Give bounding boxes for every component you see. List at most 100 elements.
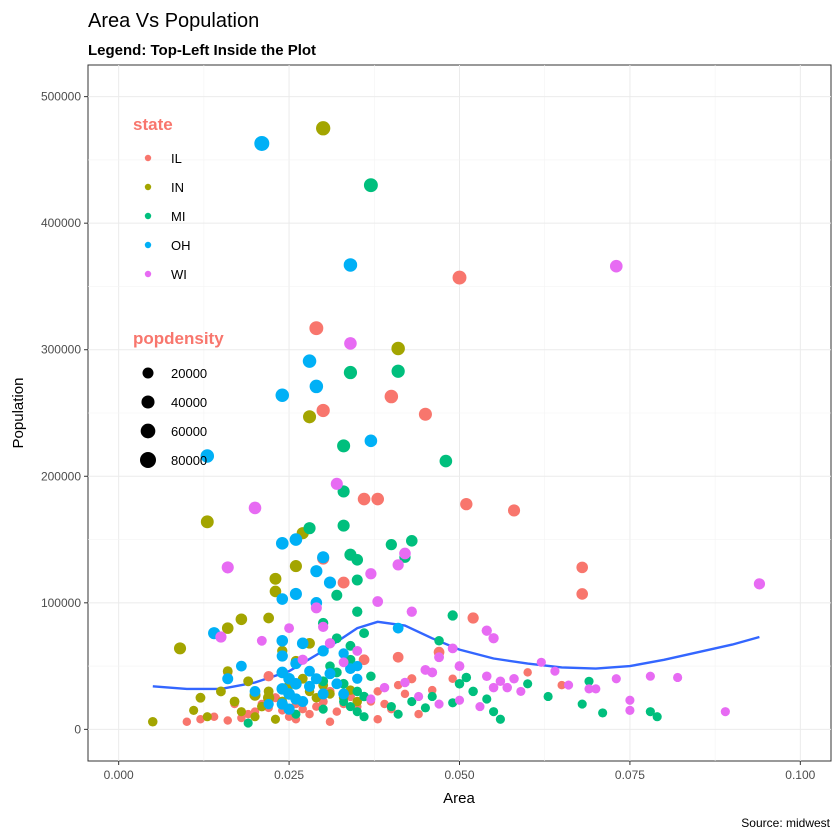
point-mi: [303, 522, 316, 535]
point-wi: [344, 337, 357, 350]
point-wi: [454, 695, 465, 705]
point-oh: [331, 678, 343, 690]
point-wi: [406, 606, 417, 617]
point-oh: [343, 258, 358, 272]
point-wi: [502, 682, 512, 693]
point-mi: [454, 679, 465, 689]
y-tick-label: 400000: [41, 216, 81, 230]
point-il: [373, 714, 382, 724]
point-wi: [215, 631, 227, 643]
point-il: [223, 716, 232, 725]
point-oh: [263, 698, 274, 710]
smooth-trend-line: [152, 620, 760, 691]
point-wi: [427, 667, 438, 678]
point-in: [236, 707, 246, 717]
point-wi: [536, 657, 546, 667]
point-mi: [243, 718, 253, 728]
point-wi: [625, 705, 635, 715]
legend-label-oh: OH: [171, 238, 191, 253]
x-tick-label: 0.075: [615, 768, 645, 782]
point-il: [316, 403, 330, 418]
point-wi: [753, 578, 766, 590]
point-mi: [489, 707, 499, 717]
y-tick-label: 100000: [41, 596, 81, 610]
point-il: [209, 712, 219, 721]
point-mi: [427, 691, 437, 702]
point-oh: [338, 648, 349, 659]
point-wi: [625, 695, 635, 705]
point-wi: [591, 684, 601, 694]
grid-lines: [88, 65, 831, 761]
point-mi: [359, 712, 369, 722]
point-il: [427, 685, 437, 695]
point-in: [221, 622, 234, 634]
point-mi: [359, 628, 370, 639]
legend-size-key: [140, 452, 156, 468]
point-il: [309, 321, 324, 336]
point-mi: [645, 707, 655, 717]
point-oh: [235, 660, 247, 672]
point-wi: [352, 645, 363, 656]
point-oh: [276, 593, 289, 605]
point-in: [173, 642, 187, 655]
point-oh: [290, 678, 302, 690]
point-wi: [475, 702, 485, 712]
point-oh: [364, 434, 378, 448]
point-wi: [338, 657, 349, 668]
legend-size-key: [142, 367, 154, 379]
point-mi: [543, 691, 553, 702]
point-wi: [414, 691, 424, 702]
point-oh: [276, 634, 289, 647]
point-wi: [447, 643, 458, 654]
point-oh: [275, 388, 290, 403]
point-in: [250, 712, 260, 722]
point-oh: [276, 650, 288, 662]
legend-key-wi: [144, 270, 152, 278]
y-tick-label: 0: [74, 722, 81, 736]
point-il: [318, 696, 328, 707]
point-il: [305, 709, 314, 719]
point-il: [448, 674, 457, 683]
legend-size-title: popdensity: [133, 329, 224, 348]
point-mi: [407, 696, 417, 707]
point-wi: [645, 671, 655, 681]
legend-label-wi: WI: [171, 267, 187, 282]
legend-size-label: 60000: [171, 424, 207, 439]
point-il: [407, 674, 417, 684]
x-tick-label: 0.050: [444, 768, 474, 782]
point-oh: [296, 637, 309, 650]
point-oh: [302, 354, 317, 368]
point-mi: [598, 708, 608, 718]
point-oh: [222, 673, 234, 685]
point-wi: [563, 680, 574, 690]
point-mi: [337, 519, 350, 532]
point-mi: [434, 636, 444, 646]
point-oh: [304, 665, 315, 677]
point-il: [357, 492, 371, 506]
point-mi: [652, 712, 662, 722]
point-wi: [454, 661, 465, 672]
point-mi: [345, 702, 356, 712]
point-il: [237, 713, 246, 723]
point-wi: [584, 684, 594, 694]
point-mi: [447, 610, 458, 621]
point-wi: [495, 676, 506, 687]
point-oh: [309, 379, 324, 394]
point-oh: [324, 668, 336, 680]
point-oh: [317, 688, 329, 700]
point-oh: [304, 680, 316, 692]
point-oh: [323, 576, 337, 589]
point-mi: [351, 574, 363, 586]
legend-key-mi: [144, 212, 152, 220]
point-il: [312, 702, 321, 711]
point-wi: [673, 672, 683, 683]
legend-key-in: [144, 183, 152, 191]
legend-color-entries: IL IN MI OH WI: [144, 151, 191, 282]
point-il: [523, 668, 532, 677]
point-oh: [200, 449, 215, 463]
point-il: [263, 671, 274, 682]
point-mi: [352, 707, 362, 717]
point-wi: [400, 677, 410, 688]
point-il: [332, 707, 342, 716]
